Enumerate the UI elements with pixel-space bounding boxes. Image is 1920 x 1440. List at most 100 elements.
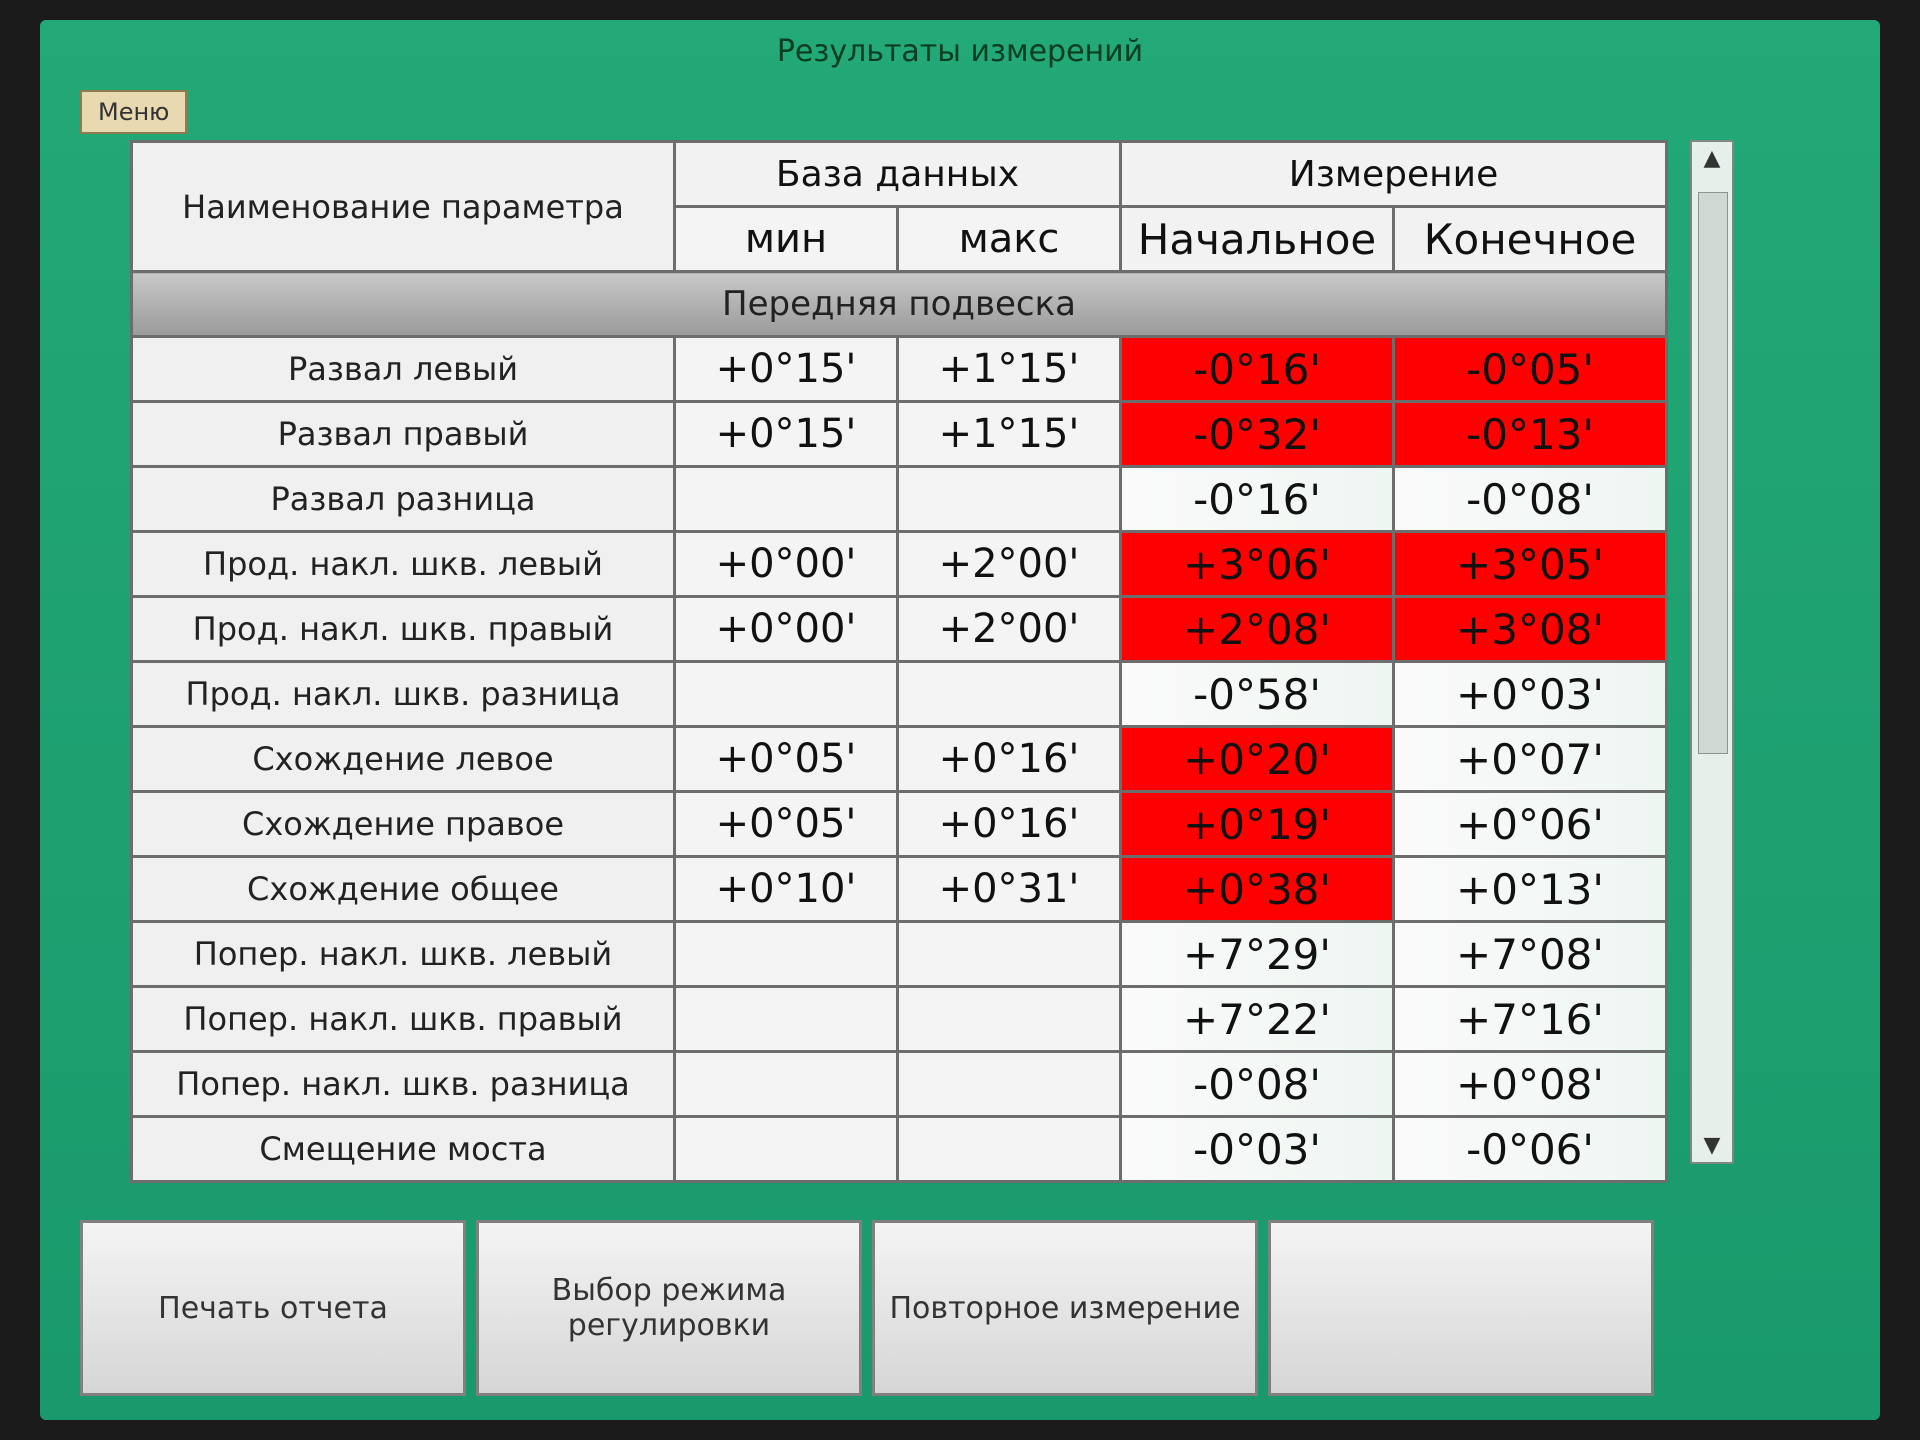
end-measurement: +3°08': [1392, 595, 1668, 663]
menu-button[interactable]: Меню: [80, 90, 188, 134]
max-cell: +2°00': [896, 595, 1122, 663]
start-measurement: +0°19': [1119, 790, 1395, 858]
parameter-name: Схождение левое: [130, 725, 676, 793]
end-measurement: -0°08': [1392, 465, 1668, 533]
parameter-name: Попер. накл. шкв. левый: [130, 920, 676, 988]
action-button[interactable]: Выбор режима регулировки: [476, 1220, 862, 1396]
start-measurement: -0°08': [1119, 1050, 1395, 1118]
end-measurement: -0°13': [1392, 400, 1668, 468]
parameter-name: Схождение правое: [130, 790, 676, 858]
end-measurement: +0°08': [1392, 1050, 1668, 1118]
end-measurement: -0°05': [1392, 335, 1668, 403]
min-cell: +0°00': [673, 530, 899, 598]
start-measurement: -0°58': [1119, 660, 1395, 728]
max-cell: +1°15': [896, 400, 1122, 468]
scroll-up[interactable]: ▲: [1703, 146, 1721, 171]
max-cell: [896, 985, 1122, 1053]
min-cell: +0°05': [673, 725, 899, 793]
min-cell: [673, 920, 899, 988]
min-cell: [673, 465, 899, 533]
data-row: Развал правый +0°15' +1°15' -0°32' -0°13': [130, 400, 1668, 468]
data-row: Попер. накл. шкв. правый +7°22' +7°16': [130, 985, 1668, 1053]
scrollbar[interactable]: ▲ ▼: [1690, 140, 1734, 1164]
data-row: Попер. накл. шкв. разница -0°08' +0°08': [130, 1050, 1668, 1118]
window-title: Результаты измерений: [776, 34, 1144, 69]
min-cell: +0°00': [673, 595, 899, 663]
max-cell: +2°00': [896, 530, 1122, 598]
data-row: Прод. накл. шкв. левый +0°00' +2°00' +3°06'…: [130, 530, 1668, 598]
parameter-name: Попер. накл. шкв. разница: [130, 1050, 676, 1118]
scroll-thumb[interactable]: [1698, 192, 1728, 754]
data-row: Попер. накл. шкв. левый +7°29' +7°08': [130, 920, 1668, 988]
header-row: Наименование параметра База данных Измер…: [130, 140, 1668, 273]
start-measurement: +7°29': [1119, 920, 1395, 988]
parameter-name: Прод. накл. шкв. левый: [130, 530, 676, 598]
start-measurement: +2°08': [1119, 595, 1395, 663]
parameter-name: Прод. накл. шкв. правый: [130, 595, 676, 663]
end-measurement: +0°13': [1392, 855, 1668, 923]
start-measurement: +3°06': [1119, 530, 1395, 598]
end-measurement: +0°07': [1392, 725, 1668, 793]
end-measurement: +0°03': [1392, 660, 1668, 728]
results-table: Наименование параметра База данных Измер…: [130, 140, 1668, 1183]
data-row: Схождение левое +0°05' +0°16' +0°20' +0°07': [130, 725, 1668, 793]
min-cell: +0°05': [673, 790, 899, 858]
start-measurement: +0°38': [1119, 855, 1395, 923]
action-button[interactable]: Печать отчета: [80, 1220, 466, 1396]
start-measurement: +0°20': [1119, 725, 1395, 793]
parameter-name: Попер. накл. шкв. правый: [130, 985, 676, 1053]
max-cell: [896, 1050, 1122, 1118]
max-cell: +1°15': [896, 335, 1122, 403]
data-row: Развал левый +0°15' +1°15' -0°16' -0°05': [130, 335, 1668, 403]
button-bar: Печать отчета Выбор режима регулировки Пов…: [80, 1220, 1654, 1396]
min-cell: [673, 1050, 899, 1118]
screen: Результаты измерений Меню Наименование п…: [40, 20, 1880, 1420]
parameter-name: Развал левый: [130, 335, 676, 403]
data-row: Схождение общее +0°10' +0°31' +0°38' +0°13': [130, 855, 1668, 923]
action-button[interactable]: [1268, 1220, 1654, 1396]
end-measurement: -0°06': [1392, 1115, 1668, 1183]
end-measurement: +7°08': [1392, 920, 1668, 988]
section-cell: Передняя подвеска: [130, 270, 1668, 338]
max-cell: [896, 920, 1122, 988]
max-cell: +0°31': [896, 855, 1122, 923]
header-cell: макс: [896, 205, 1122, 273]
start-measurement: -0°16': [1119, 465, 1395, 533]
min-cell: [673, 1115, 899, 1183]
data-row: Прод. накл. шкв. разница -0°58' +0°03': [130, 660, 1668, 728]
parameter-name: Прод. накл. шкв. разница: [130, 660, 676, 728]
data-row: Схождение правое +0°05' +0°16' +0°19' +0°06': [130, 790, 1668, 858]
end-measurement: +3°05': [1392, 530, 1668, 598]
header-cell: Конечное: [1392, 205, 1668, 273]
scroll-down[interactable]: ▼: [1703, 1133, 1721, 1158]
min-cell: +0°15': [673, 335, 899, 403]
header-cell: База данных: [673, 140, 1122, 208]
max-cell: +0°16': [896, 790, 1122, 858]
max-cell: +0°16': [896, 725, 1122, 793]
max-cell: [896, 1115, 1122, 1183]
data-row: Смещение моста -0°03' -0°06': [130, 1115, 1668, 1183]
action-button[interactable]: Повторное измерение: [872, 1220, 1258, 1396]
header-cell: Начальное: [1119, 205, 1395, 273]
min-cell: +0°15': [673, 400, 899, 468]
header-cell: мин: [673, 205, 899, 273]
start-measurement: -0°16': [1119, 335, 1395, 403]
parameter-name: Схождение общее: [130, 855, 676, 923]
data-row: Развал разница -0°16' -0°08': [130, 465, 1668, 533]
start-measurement: -0°32': [1119, 400, 1395, 468]
parameter-name: Развал правый: [130, 400, 676, 468]
start-measurement: +7°22': [1119, 985, 1395, 1053]
parameter-name: Смещение моста: [130, 1115, 676, 1183]
min-cell: [673, 660, 899, 728]
min-cell: +0°10': [673, 855, 899, 923]
table-body: Наименование параметра База данных Измер…: [130, 140, 1668, 1183]
header-row: мин макс Начальное Конечное: [132, 205, 1668, 273]
header-cell: Измерение: [1119, 140, 1668, 208]
max-cell: [896, 465, 1122, 533]
start-measurement: -0°03': [1119, 1115, 1395, 1183]
parameter-name: Развал разница: [130, 465, 676, 533]
section-row: Передняя подвеска: [130, 270, 1668, 338]
header-cell: Наименование параметра: [130, 140, 676, 273]
